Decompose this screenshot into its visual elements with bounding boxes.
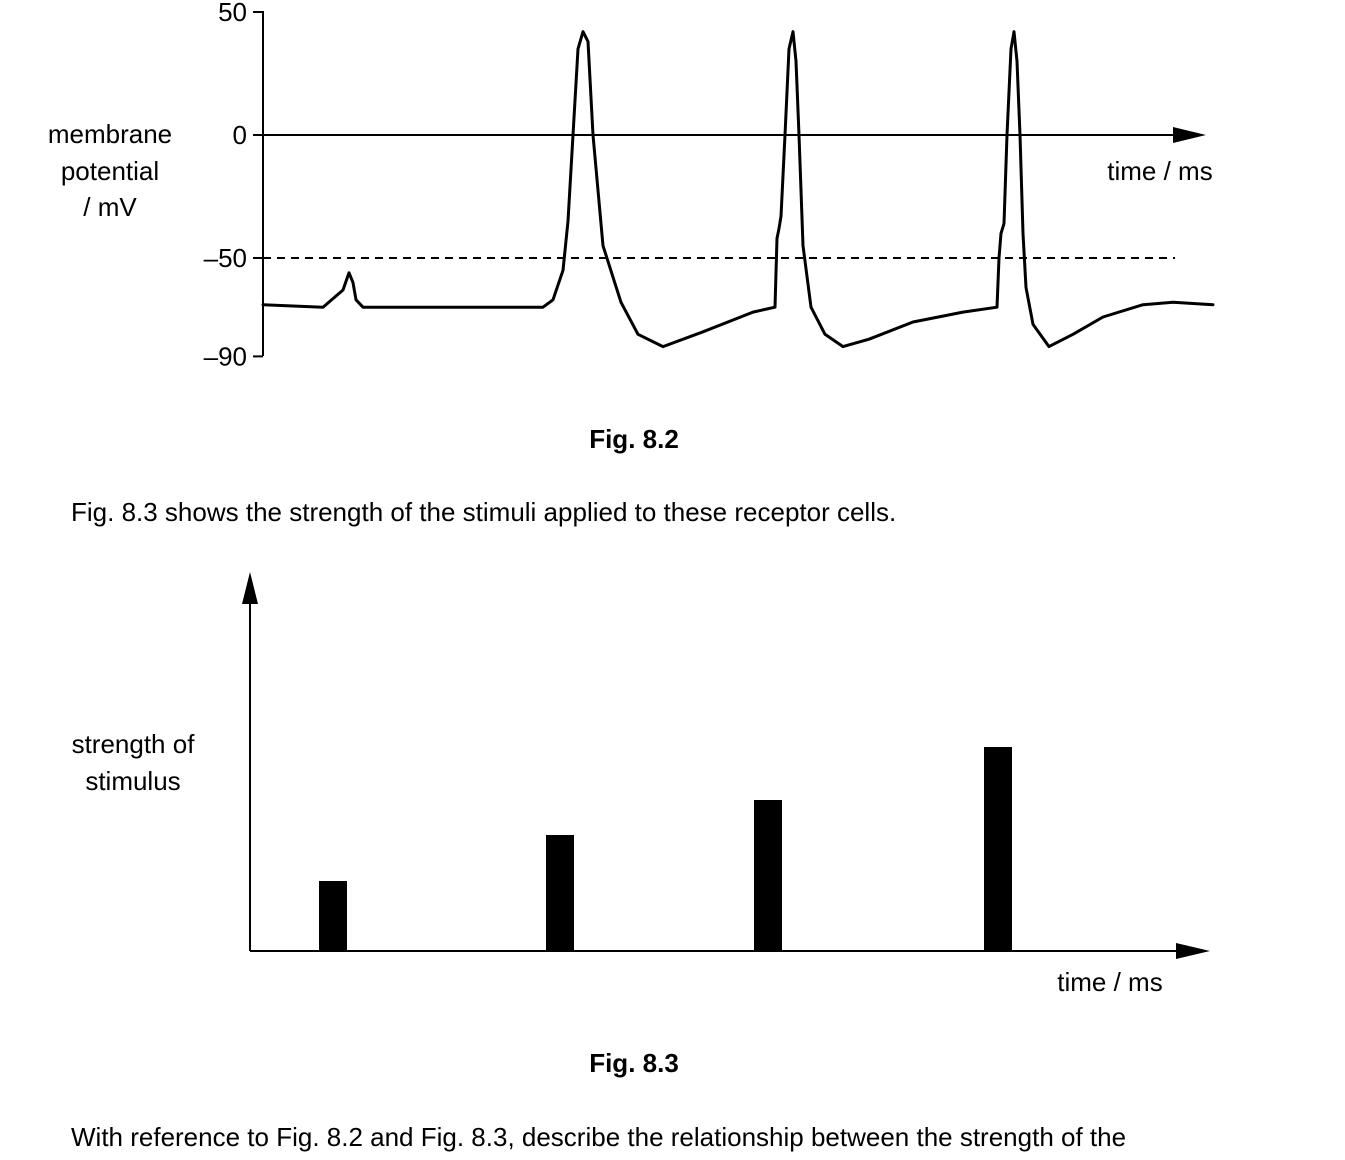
stimulus-bar [319,881,347,951]
stimulus-bar [546,835,574,951]
x-axis-label: time / ms [1057,967,1162,997]
stimulus-bar [984,747,1012,951]
ylabel-line: potential [61,156,159,186]
figure-caption-8-3: Fig. 8.3 [589,1048,679,1078]
ylabel-line: membrane [48,119,172,149]
chart-ylabel: membrane potential / mV [48,119,172,222]
y-tick-label: –90 [204,341,247,371]
y-axis-arrowhead [242,572,258,604]
y-tick-label: 0 [233,120,247,150]
ylabel-line: stimulus [85,766,180,796]
paragraph-text: Fig. 8.3 shows the strength of the stimu… [71,497,897,527]
membrane-potential-trace [261,30,1215,349]
x-axis-arrowhead [1173,127,1206,143]
stimulus-strength-chart: strength of stimulus time / ms [72,572,1210,997]
membrane-potential-chart: membrane potential / mV 50 0 –50 –90 time /… [48,0,1215,371]
y-tick-label: –50 [204,243,247,273]
x-axis-arrowhead [1176,943,1210,959]
y-ticks: 50 0 –50 –90 [204,0,263,371]
bars [319,747,1012,951]
ylabel-line: / mV [83,192,137,222]
x-axis-label: time / ms [1107,156,1212,186]
ylabel-line: strength of [72,729,196,759]
stimulus-bar [754,800,782,951]
figure-caption-8-2: Fig. 8.2 [589,424,679,454]
y-tick-label: 50 [218,0,247,27]
paragraph-text: With reference to Fig. 8.2 and Fig. 8.3,… [71,1122,1127,1152]
